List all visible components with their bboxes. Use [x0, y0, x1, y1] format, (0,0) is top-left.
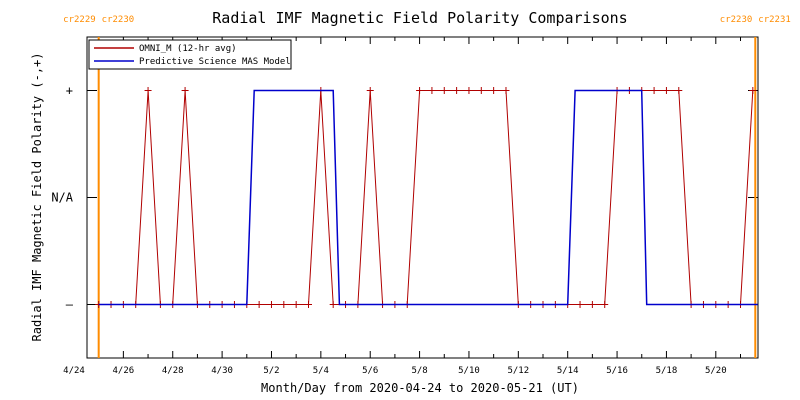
series-0-point-45	[650, 87, 658, 94]
series-0-point-4	[144, 87, 152, 94]
series-0-point-29	[453, 87, 461, 94]
x-tick-label-3: 4/30	[211, 366, 233, 376]
series-0-point-33	[502, 87, 510, 94]
series-0-point-47	[675, 87, 683, 94]
x-tick-label-6: 5/6	[362, 366, 378, 376]
series-0-point-19	[329, 301, 337, 308]
series-0-point-22	[366, 87, 374, 94]
y-tick-labels: + N/A –	[51, 84, 73, 312]
series-0-point-28	[440, 87, 448, 94]
x-tick-label-10: 5/14	[557, 366, 579, 376]
x-tick-label-11: 5/16	[606, 366, 628, 376]
carrington-label-left-0: cr2229	[63, 15, 96, 25]
chart-title: Radial IMF Magnetic Field Polarity Compa…	[212, 9, 627, 27]
series-0-point-27	[428, 87, 436, 94]
series-0-point-41	[601, 301, 609, 308]
x-tick-label-1: 4/26	[113, 366, 135, 376]
legend-label-omni: OMNI_M (12-hr avg)	[139, 44, 237, 54]
x-axis-label: Month/Day from 2020-04-24 to 2020-05-21 …	[261, 381, 579, 395]
y-axis-label: Radial IMF Magnetic Field Polarity (-,+)	[30, 53, 44, 342]
series-0-point-53	[749, 87, 757, 94]
x-tick-label-0: 4/24	[63, 366, 85, 376]
x-tick-label-5: 5/4	[313, 366, 329, 376]
x-tick-label-13: 5/20	[705, 366, 727, 376]
x-tick-label-4: 5/2	[263, 366, 279, 376]
x-tick-label-9: 5/12	[507, 366, 529, 376]
series-0-point-30	[465, 87, 473, 94]
x-tick-labels: 4/24 4/26 4/28 4/30 5/2 5/4 5/6 5/8 5/10 5/12 5/14…	[63, 366, 726, 376]
series-0-point-17	[305, 301, 313, 308]
legend-label-mas: Predictive Science MAS Model	[139, 57, 291, 67]
series-0-point-15	[280, 301, 288, 308]
carrington-labels: cr2229 cr2230 cr2230 cr2231	[63, 15, 791, 25]
y-tick-label-0: +	[66, 84, 73, 98]
series-0-point-39	[576, 301, 584, 308]
series-0-point-46	[662, 87, 670, 94]
carrington-label-right-0: cr2230	[102, 15, 135, 25]
legend-box	[88, 39, 292, 70]
series-layer	[95, 87, 758, 308]
x-tick-label-12: 5/18	[656, 366, 678, 376]
x-tick-label-7: 5/8	[411, 366, 427, 376]
series-0-point-40	[588, 301, 596, 308]
y-tick-label-2: –	[66, 298, 74, 312]
series-0-point-32	[490, 87, 498, 94]
series-line-1	[98, 89, 758, 306]
carrington-label-left-1: cr2230	[720, 15, 753, 25]
series-0-point-13	[255, 301, 263, 308]
series-0-point-26	[416, 87, 424, 94]
series-0-point-16	[292, 301, 300, 308]
series-0-point-7	[181, 87, 189, 94]
y-tick-label-1: N/A	[51, 191, 73, 205]
series-0-point-14	[267, 301, 275, 308]
series-0-point-31	[477, 87, 485, 94]
x-tick-label-8: 5/10	[458, 366, 480, 376]
carrington-label-right-1: cr2231	[758, 15, 791, 25]
x-tick-label-2: 4/28	[162, 366, 184, 376]
legend: OMNI_M (12-hr avg) Predictive Science MA…	[88, 39, 292, 70]
